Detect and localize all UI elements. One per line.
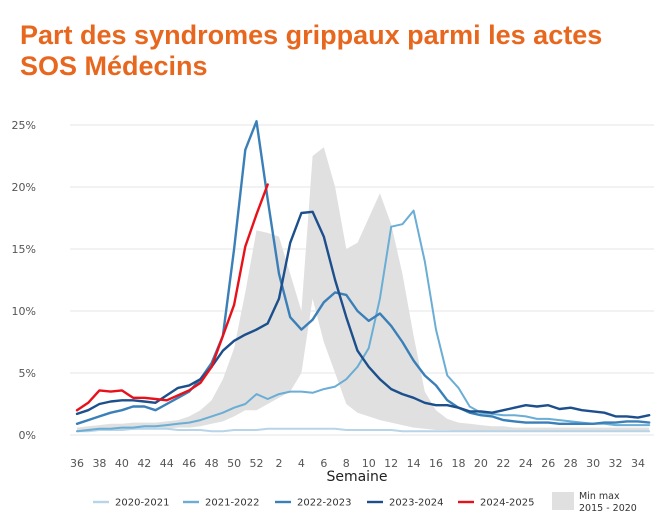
legend-label: 2023-2024: [389, 498, 444, 509]
x-tick-label: 26: [541, 457, 555, 470]
x-tick-label: 24: [519, 457, 533, 470]
y-axis-ticks: 0% 5% 10% 15% 20% 25%: [12, 119, 36, 442]
y-tick-label: 5%: [19, 367, 36, 380]
x-tick-label: 50: [227, 457, 241, 470]
x-tick-label: 36: [70, 457, 84, 470]
x-tick-label: 16: [429, 457, 443, 470]
x-tick-label: 22: [496, 457, 510, 470]
x-tick-label: 40: [115, 457, 129, 470]
legend: 2020-2021 2021-2022 2022-2023 2023-2024 2024…: [93, 491, 637, 514]
x-tick-label: 12: [384, 457, 398, 470]
x-tick-label: 28: [564, 457, 578, 470]
x-tick-label: 6: [320, 457, 327, 470]
series-line-2023-2024: [75, 210, 651, 419]
x-tick-label: 30: [586, 457, 600, 470]
series-line-2022-2023: [75, 120, 651, 425]
min-max-band: [77, 147, 650, 432]
x-axis-label: Semaine: [326, 469, 387, 485]
series-line-2024-2025: [75, 183, 269, 412]
legend-label: 2020-2021: [115, 498, 170, 509]
chart-title-line-1: Part des syndromes grippaux parmi les ac…: [20, 20, 603, 50]
y-tick-label: 20%: [12, 181, 36, 194]
min-max-band-area: [77, 147, 650, 432]
x-tick-label: 20: [474, 457, 488, 470]
y-tick-label: 25%: [12, 119, 36, 132]
x-tick-label: 10: [362, 457, 376, 470]
chart-title: Part des syndromes grippaux parmi les ac…: [20, 20, 640, 82]
series-line-2020-2021: [76, 427, 651, 433]
y-tick-label: 0%: [19, 429, 36, 442]
x-tick-label: 34: [631, 457, 645, 470]
y-tick-label: 15%: [12, 243, 36, 256]
x-tick-label: 14: [407, 457, 421, 470]
legend-swatch-band: [552, 492, 574, 510]
legend-label: 2022-2023: [297, 498, 352, 509]
x-axis-ticks: 36 38 40 42 44 46 48 50 52 2 4 6 8 10 12 14 16 18 20 22 24 26…: [70, 457, 645, 470]
x-tick-label: 42: [137, 457, 151, 470]
chart-title-line-2: SOS Médecins: [20, 51, 208, 81]
x-tick-label: 38: [92, 457, 106, 470]
legend-label: 2024-2025: [480, 498, 535, 509]
x-tick-label: 2: [275, 457, 282, 470]
x-tick-label: 18: [451, 457, 465, 470]
series-lines: [75, 120, 651, 433]
x-tick-label: 52: [250, 457, 264, 470]
x-tick-label: 48: [205, 457, 219, 470]
legend-label-band: Min max 2015 - 2020: [579, 491, 637, 514]
x-tick-label: 8: [343, 457, 350, 470]
x-tick-label: 4: [298, 457, 305, 470]
x-tick-label: 46: [182, 457, 196, 470]
x-tick-label: 32: [609, 457, 623, 470]
x-tick-label: 44: [160, 457, 174, 470]
y-tick-label: 10%: [12, 305, 36, 318]
legend-label: 2021-2022: [205, 498, 260, 509]
